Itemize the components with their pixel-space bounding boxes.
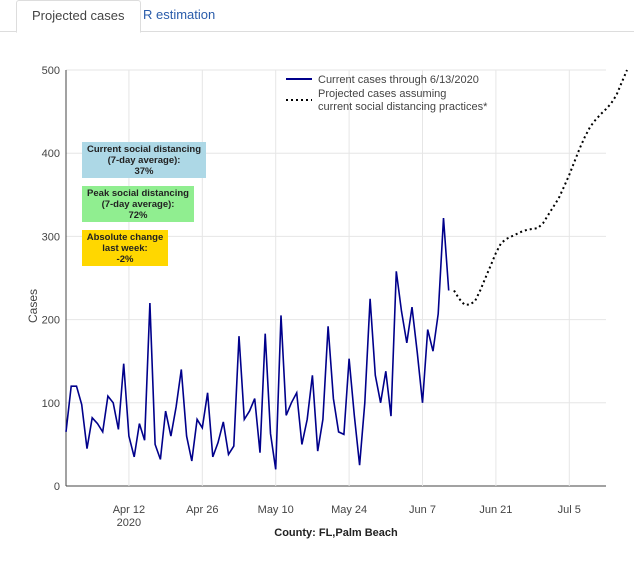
tab-bar: Projected cases R estimation xyxy=(0,0,634,33)
annot-abs-line3: -2% xyxy=(116,254,134,265)
series-current-cases-line xyxy=(65,218,450,470)
annot-current-line1: Current social distancing xyxy=(86,144,202,155)
x-axis-label: County: FL,Palm Beach xyxy=(274,527,398,539)
tab-r-estimation[interactable]: R estimation xyxy=(143,7,216,22)
grid xyxy=(65,69,606,487)
annot-peak-line2: (7-day average): xyxy=(101,199,175,210)
annot-peak-line1: Peak social distancing xyxy=(87,188,189,199)
x-tick-label: Jun 7 xyxy=(409,504,436,516)
annot-abs-line2: last week: xyxy=(102,243,148,254)
y-tick-label: 0 xyxy=(54,481,60,493)
absolute-change-box: Absolute change last week: -2% xyxy=(82,230,168,266)
peak-distancing-box: Peak social distancing (7-day average): … xyxy=(82,186,194,222)
annot-peak-line3: 72% xyxy=(128,210,148,221)
legend-current-label: Current cases through 6/13/2020 xyxy=(318,74,479,86)
x-tick-label: Jul 5 xyxy=(558,504,581,516)
x-tick-label: May 24 xyxy=(331,504,367,516)
y-ticks: 0 100 200 300 400 500 xyxy=(42,65,60,493)
series-projected-cases-line xyxy=(453,69,628,306)
legend: Current cases through 6/13/2020 Projected… xyxy=(286,74,488,113)
x-tick-label: Jun 21 xyxy=(479,504,512,516)
series-lines xyxy=(65,69,628,470)
tab-projected-cases[interactable]: Projected cases xyxy=(16,0,141,33)
current-distancing-box: Current social distancing (7-day average… xyxy=(82,142,206,178)
x-tick-label: May 10 xyxy=(258,504,294,516)
legend-projected-label: Projected cases assuming current social d… xyxy=(318,88,488,113)
x-tick-label: Apr 12 xyxy=(113,504,145,516)
x-tick-sublabel: 2020 xyxy=(117,517,141,529)
x-tick-label: Apr 26 xyxy=(186,504,218,516)
annot-current-line2: (7-day average): xyxy=(107,155,181,166)
y-axis-label: Cases xyxy=(26,289,40,323)
y-tick-label: 300 xyxy=(42,231,60,243)
annot-current-line3: 37% xyxy=(134,166,154,177)
y-tick-label: 200 xyxy=(42,315,60,327)
y-tick-label: 100 xyxy=(42,398,60,410)
y-tick-label: 400 xyxy=(42,148,60,160)
annot-abs-line1: Absolute change xyxy=(86,232,164,243)
y-tick-label: 500 xyxy=(42,65,60,77)
